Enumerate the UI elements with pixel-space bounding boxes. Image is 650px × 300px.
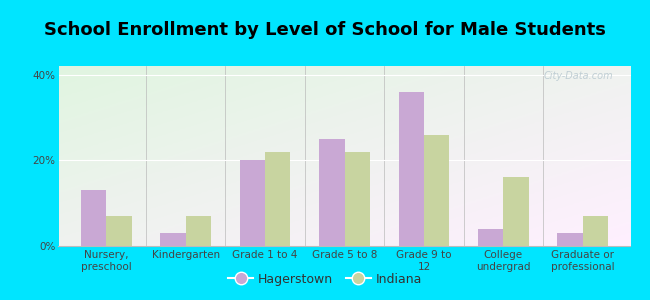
Bar xyxy=(319,139,344,246)
Bar xyxy=(186,216,211,246)
Legend: Hagerstown, Indiana: Hagerstown, Indiana xyxy=(223,268,427,291)
Bar xyxy=(265,152,291,246)
Text: School Enrollment by Level of School for Male Students: School Enrollment by Level of School for… xyxy=(44,21,606,39)
Bar xyxy=(344,152,370,246)
Bar xyxy=(558,233,583,246)
Bar xyxy=(583,216,608,246)
Bar xyxy=(160,233,186,246)
Bar xyxy=(106,216,131,246)
Bar xyxy=(398,92,424,246)
Bar xyxy=(81,190,106,246)
Bar xyxy=(478,229,503,246)
Text: City-Data.com: City-Data.com xyxy=(543,71,614,81)
Bar xyxy=(424,135,449,246)
Bar xyxy=(503,177,529,246)
Bar xyxy=(240,160,265,246)
